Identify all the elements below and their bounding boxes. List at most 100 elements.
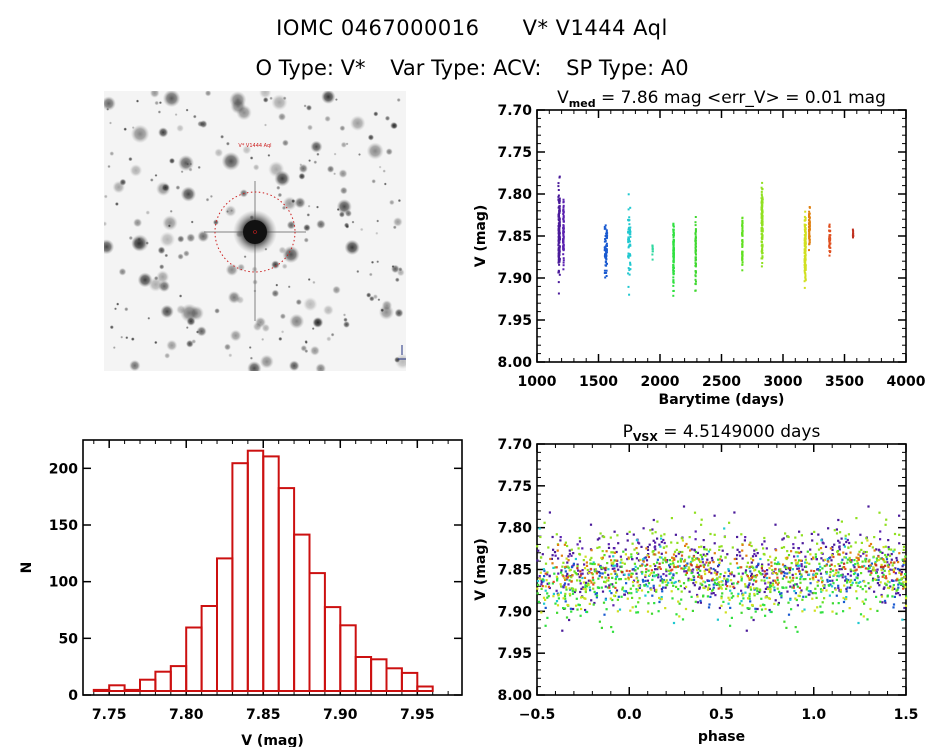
lightcurve-point <box>605 232 608 235</box>
lightcurve-point <box>760 193 763 196</box>
phased-point <box>713 533 716 536</box>
lightcurve-point <box>761 245 764 248</box>
phased-point <box>557 543 560 546</box>
phased-point <box>884 553 887 557</box>
lightcurve-y-tick-label: 8.00 <box>497 355 532 371</box>
lightcurve-point <box>651 245 654 247</box>
phased-point <box>790 579 793 582</box>
phased-point <box>846 538 849 542</box>
lightcurve-x-tick-label: 4000 <box>887 374 926 390</box>
field-star <box>267 153 271 157</box>
field-star <box>288 360 300 371</box>
phased-point <box>821 579 824 582</box>
lightcurve-point <box>605 230 608 233</box>
phased-point <box>605 579 608 582</box>
field-star <box>130 337 135 341</box>
lightcurve-point <box>557 200 560 203</box>
phased-point <box>742 597 745 600</box>
phased-point <box>594 593 597 596</box>
field-star <box>237 263 246 272</box>
lightcurve-point <box>694 235 697 238</box>
phased-point <box>769 555 772 558</box>
lightcurve-point <box>557 281 560 284</box>
phased-point <box>698 573 701 576</box>
phased-point <box>654 568 657 571</box>
phased-point <box>659 567 662 570</box>
lightcurve-point <box>672 223 675 226</box>
phased-point <box>897 592 900 595</box>
field-star <box>358 153 361 156</box>
phased-point <box>886 564 890 567</box>
phased-point <box>702 553 705 556</box>
phased-point <box>830 563 833 566</box>
phased-point <box>901 558 904 561</box>
field-star <box>261 337 265 341</box>
phased-point <box>718 545 721 548</box>
phased-point <box>569 588 572 591</box>
phased-point <box>622 550 625 553</box>
phased-point <box>818 569 821 572</box>
field-star <box>307 278 311 281</box>
phased-point <box>771 568 774 572</box>
lightcurve-point <box>558 245 561 248</box>
phased-point <box>865 537 868 540</box>
phased-point <box>871 546 874 549</box>
phased-point <box>869 585 872 588</box>
phased-point <box>682 505 686 508</box>
phased-point <box>564 570 567 573</box>
field-star <box>236 295 245 304</box>
phased-point <box>671 556 674 559</box>
lightcurve-point <box>628 253 631 256</box>
phased-point <box>791 586 794 589</box>
field-star <box>281 263 288 270</box>
lightcurve-point <box>808 214 811 217</box>
phased-point <box>680 537 683 540</box>
phased-point <box>861 588 864 591</box>
field-star <box>394 356 401 363</box>
phased-point <box>568 592 571 596</box>
lightcurve-point <box>672 247 675 250</box>
phased-point <box>840 520 843 523</box>
phased-y-tick-label: 7.95 <box>497 646 532 662</box>
phased-point <box>846 581 849 584</box>
field-star <box>316 219 326 230</box>
lightcurve-point <box>804 264 807 266</box>
phased-point <box>863 580 866 583</box>
phased-point <box>763 536 766 540</box>
phased-point <box>828 584 831 587</box>
phased-point <box>635 588 638 591</box>
phased-point <box>770 585 773 588</box>
phased-point <box>609 536 612 539</box>
phased-point <box>873 536 876 539</box>
phased-x-axis-label: phase <box>698 729 745 745</box>
phased-point <box>628 591 631 595</box>
phased-point <box>690 548 693 551</box>
phased-point <box>769 584 772 587</box>
phased-point <box>589 523 593 526</box>
phased-point <box>814 575 817 578</box>
lightcurve-point <box>761 262 764 264</box>
phased-point <box>625 569 628 572</box>
phased-point <box>842 551 845 554</box>
phased-point <box>548 511 551 514</box>
phased-point <box>692 568 695 571</box>
phased-point <box>609 597 612 600</box>
phased-point <box>892 579 895 582</box>
phased-point <box>633 548 636 551</box>
lightcurve-point <box>605 242 608 245</box>
field-star <box>228 353 233 358</box>
field-star <box>366 292 372 298</box>
phased-point <box>769 588 772 591</box>
lightcurve-point <box>557 195 560 198</box>
phased-point <box>884 523 887 526</box>
field-star <box>289 313 305 329</box>
phased-point <box>740 579 743 582</box>
field-star <box>192 114 197 119</box>
field-star <box>389 199 395 206</box>
lightcurve-point <box>562 261 565 264</box>
phased-point <box>895 589 898 592</box>
phased-point <box>555 533 558 536</box>
phased-point <box>835 594 838 597</box>
phased-point <box>794 597 797 600</box>
phased-point <box>624 590 627 593</box>
